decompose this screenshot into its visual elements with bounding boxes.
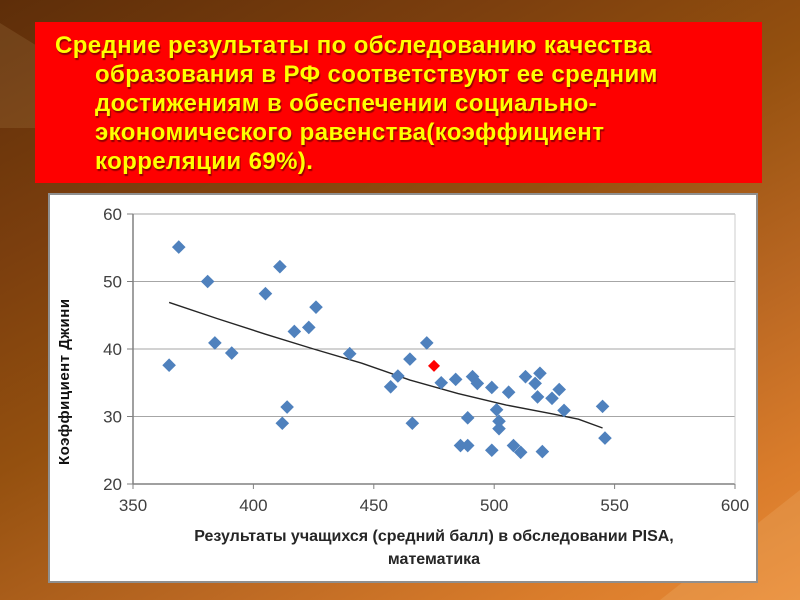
x-axis-title: Результаты учащихся (средний балл) в обс… bbox=[133, 525, 735, 571]
x-axis-title-line2: математика bbox=[387, 551, 481, 568]
data-point-countries bbox=[224, 346, 239, 360]
data-point-countries bbox=[557, 403, 571, 418]
data-point-russia-highlight bbox=[428, 359, 440, 372]
data-point-countries bbox=[403, 352, 417, 366]
data-point-countries bbox=[489, 402, 504, 417]
data-point-countries bbox=[342, 346, 357, 361]
data-point-countries bbox=[492, 421, 506, 436]
x-tick-label: 450 bbox=[360, 496, 388, 515]
data-point-countries bbox=[552, 382, 567, 397]
data-point-countries bbox=[301, 320, 316, 335]
data-point-countries bbox=[448, 372, 463, 387]
data-point-countries bbox=[484, 443, 499, 458]
y-tick-label: 40 bbox=[103, 340, 122, 359]
data-point-countries bbox=[405, 416, 420, 431]
x-tick-label: 500 bbox=[480, 496, 508, 515]
title-line: экономического равенства(коэффициент bbox=[95, 119, 605, 146]
data-point-countries bbox=[533, 366, 547, 381]
data-point-countries bbox=[460, 411, 475, 425]
data-point-countries bbox=[518, 369, 533, 384]
data-point-countries bbox=[460, 438, 475, 453]
data-point-countries bbox=[280, 400, 294, 414]
title-line: достижениям в обеспечении социально- bbox=[95, 90, 598, 117]
x-tick-label: 600 bbox=[721, 496, 749, 515]
data-point-countries bbox=[465, 369, 480, 384]
y-tick-label: 50 bbox=[103, 273, 122, 292]
data-point-countries bbox=[208, 336, 222, 350]
data-point-countries bbox=[275, 416, 290, 431]
data-point-countries bbox=[595, 399, 610, 414]
data-point-countries bbox=[434, 375, 449, 390]
x-axis-title-line1: Результаты учащихся (средний балл) в обс… bbox=[194, 528, 674, 545]
title-line: корреляции 69%). bbox=[95, 148, 314, 175]
y-tick-label: 60 bbox=[103, 205, 122, 224]
data-point-countries bbox=[528, 376, 542, 391]
data-point-countries bbox=[287, 324, 302, 339]
trend-line bbox=[168, 301, 603, 429]
data-point-countries bbox=[391, 369, 405, 383]
data-point-countries bbox=[383, 380, 398, 394]
y-tick-label: 30 bbox=[103, 408, 122, 427]
data-point-countries bbox=[530, 390, 545, 404]
data-point-countries bbox=[513, 445, 528, 460]
data-point-countries bbox=[162, 358, 176, 372]
title-line: Средние результаты по обследованию качес… bbox=[55, 32, 652, 59]
data-point-countries bbox=[484, 380, 499, 395]
data-point-countries bbox=[598, 431, 612, 445]
y-axis-title: Коэффициент Джини bbox=[56, 298, 73, 465]
title-box: Средние результаты по обследованию качес… bbox=[35, 22, 762, 183]
chart-panel: 20 30 40 50 60 350 400 450 500 550 600 Коэффициент… bbox=[48, 193, 758, 583]
x-tick-label: 550 bbox=[600, 496, 628, 515]
data-point-countries bbox=[545, 391, 559, 406]
data-point-countries bbox=[492, 414, 506, 429]
data-point-countries bbox=[309, 300, 323, 314]
data-point-countries bbox=[506, 438, 521, 453]
data-point-countries bbox=[200, 274, 215, 289]
scatter-plot: 20 30 40 50 60 350 400 450 500 550 600 bbox=[103, 205, 749, 515]
data-point-countries bbox=[419, 336, 434, 350]
x-tick-label: 400 bbox=[239, 496, 267, 515]
data-point-countries bbox=[258, 286, 273, 301]
data-point-countries bbox=[273, 259, 287, 274]
data-point-countries bbox=[171, 240, 186, 254]
data-point-countries bbox=[470, 376, 485, 391]
title-line: образования в РФ соответствуют ее средни… bbox=[95, 61, 658, 88]
y-tick-label: 20 bbox=[103, 475, 122, 494]
data-point-countries bbox=[535, 444, 550, 459]
x-tick-label: 350 bbox=[119, 496, 147, 515]
data-point-countries bbox=[501, 385, 516, 399]
slide-title: Средние результаты по обследованию качес… bbox=[45, 31, 752, 176]
data-point-countries bbox=[453, 438, 468, 453]
